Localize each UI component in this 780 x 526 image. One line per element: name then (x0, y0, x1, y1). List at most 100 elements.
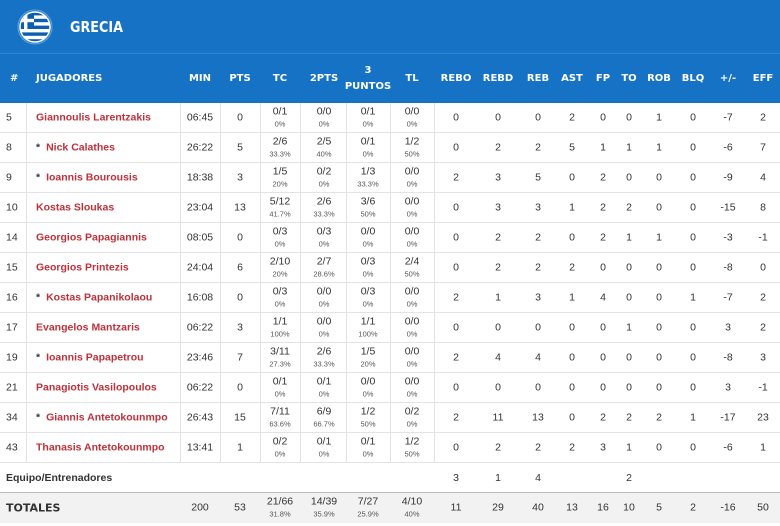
column-divider (390, 373, 391, 402)
player-name-cell: Evangelos Mantzaris (36, 322, 140, 333)
player-name-link[interactable]: Ioannis Bourousis (46, 171, 138, 183)
player-name-link[interactable]: Nick Calathes (46, 141, 115, 153)
player-tc-value: 0/2 (272, 435, 288, 447)
column-divider (260, 223, 261, 252)
col-blq[interactable]: BLQ (681, 72, 705, 84)
column-divider (26, 433, 27, 462)
player-3pts: 1/1 100% (358, 316, 377, 339)
player-number: 43 (6, 441, 18, 453)
player-number: 10 (6, 201, 18, 213)
player-2pts-pct: 28.6% (313, 269, 335, 278)
col-player[interactable]: JUGADORES (36, 72, 103, 84)
player-to: 2 (626, 411, 632, 423)
column-divider (220, 313, 221, 342)
player-2pts-value: 0/0 (316, 285, 332, 297)
player-3pts: 0/3 0% (361, 256, 376, 279)
player-number: 34 (6, 411, 18, 423)
player-tc: 5/12 41.7% (269, 196, 290, 219)
player-min: 26:22 (186, 141, 214, 153)
player-tl-value: 0/0 (404, 165, 420, 177)
player-name-cell: Georgios Printezis (36, 262, 129, 273)
player-reb: 2 (535, 261, 541, 273)
player-eff: 8 (760, 201, 766, 213)
player-3pts-pct: 33.3% (357, 179, 379, 188)
player-ast: 2 (569, 441, 575, 453)
player-rob: 0 (656, 201, 662, 213)
player-name-link[interactable]: Giannis Antetokounmpo (46, 411, 168, 423)
player-reb: 13 (532, 411, 544, 423)
player-rebd: 0 (495, 111, 501, 123)
player-pts: 7 (237, 351, 243, 363)
col-plus-minus[interactable]: +/- (719, 72, 737, 84)
player-2pts-pct: 40% (316, 149, 332, 158)
column-divider (26, 343, 27, 372)
player-pm: -7 (723, 291, 733, 303)
player-2pts-value: 0/3 (316, 225, 332, 237)
player-name-link[interactable]: Kostas Papanikolaou (46, 291, 153, 303)
player-tl-value: 1/2 (404, 135, 420, 147)
player-reb: 0 (535, 321, 541, 333)
player-rebo: 0 (453, 201, 459, 213)
col-2pts[interactable]: 2PTS (309, 72, 339, 84)
player-to: 0 (626, 261, 632, 273)
player-rebo: 0 (453, 261, 459, 273)
player-tl: 0/0 0% (405, 226, 420, 249)
player-name-link[interactable]: Ioannis Papapetrou (46, 351, 144, 363)
column-divider (300, 313, 301, 342)
col-num[interactable]: # (10, 72, 19, 84)
col-tc[interactable]: TC (272, 72, 288, 84)
col-fp[interactable]: FP (595, 72, 611, 84)
column-divider (180, 163, 181, 192)
player-tl: 1/2 50% (404, 136, 419, 159)
player-name-link[interactable]: Georgios Papagiannis (36, 231, 147, 243)
totals-label: TOTALES (6, 501, 61, 515)
totals-pts: 53 (234, 501, 246, 514)
player-2pts: 2/5 40% (316, 136, 331, 159)
col-tl[interactable]: TL (405, 72, 419, 84)
player-row: 21 Panagiotis Vasilopoulos 06:22 0 0/1 0% 0/1 0… (0, 373, 780, 403)
player-tl: 0/0 0% (405, 376, 420, 399)
col-min[interactable]: MIN (188, 72, 212, 84)
col-rebd[interactable]: REBD (482, 72, 514, 84)
column-divider (26, 253, 27, 282)
col-rebo[interactable]: REBO (440, 72, 472, 84)
player-tl-pct: 50% (404, 269, 420, 278)
player-ast: 0 (569, 321, 575, 333)
player-name-link[interactable]: Evangelos Mantzaris (36, 321, 140, 333)
player-name-link[interactable]: Panagiotis Vasilopoulos (36, 381, 157, 393)
col-3pts-line1: 3 (364, 64, 372, 76)
player-2pts-value: 6/9 (316, 405, 332, 417)
col-rob[interactable]: ROB (647, 72, 671, 84)
player-eff: 2 (760, 291, 766, 303)
player-number: 15 (6, 261, 18, 273)
player-eff: -1 (758, 231, 768, 243)
player-name-link[interactable]: Kostas Sloukas (36, 201, 115, 213)
player-3pts-value: 3/6 (360, 195, 376, 207)
player-name-link[interactable]: Thanasis Antetokounmpo (36, 441, 165, 453)
player-to: 2 (626, 201, 632, 213)
col-3pts[interactable]: 3 PUNTOS (345, 63, 391, 95)
player-rebd: 4 (495, 351, 501, 363)
player-pts: 1 (237, 441, 243, 453)
player-tl-value: 0/0 (404, 345, 420, 357)
column-divider (300, 163, 301, 192)
player-name-link[interactable]: Georgios Printezis (36, 261, 129, 273)
player-rebo: 0 (453, 321, 459, 333)
col-eff[interactable]: EFF (752, 72, 774, 84)
column-divider (260, 163, 261, 192)
player-pts: 0 (237, 231, 243, 243)
col-pts[interactable]: PTS (229, 72, 251, 84)
player-tc: 0/3 0% (273, 226, 288, 249)
player-name-link[interactable]: Giannoulis Larentzakis (36, 111, 151, 123)
player-3pts-value: 0/1 (360, 435, 376, 447)
column-divider (434, 253, 435, 282)
col-to[interactable]: TO (621, 72, 637, 84)
player-row: 15 Georgios Printezis 24:04 6 2/10 20% 2/7 28.6… (0, 253, 780, 283)
player-tl-value: 0/0 (404, 375, 420, 387)
player-2pts-pct: 0% (318, 299, 330, 308)
player-eff: 2 (760, 111, 766, 123)
player-min: 24:04 (186, 261, 214, 273)
col-ast[interactable]: AST (561, 72, 583, 84)
player-tl-pct: 0% (406, 299, 418, 308)
col-reb[interactable]: REB (526, 72, 550, 84)
